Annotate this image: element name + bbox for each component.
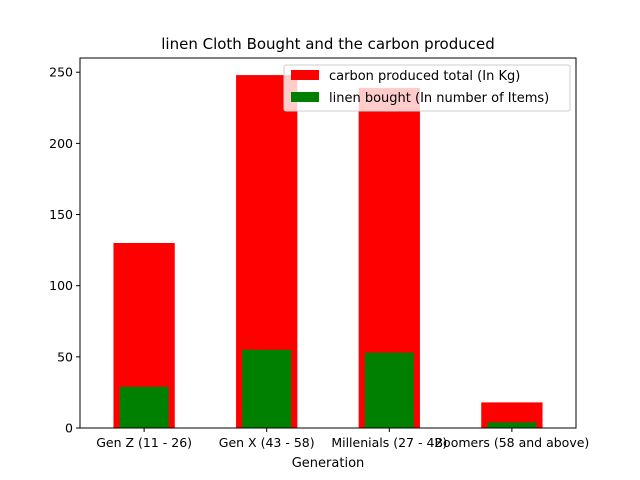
y-tick-label-3: 150 (49, 207, 73, 222)
legend-label-carbon: carbon produced total (In Kg) (329, 69, 520, 84)
legend-swatch-carbon (291, 70, 319, 80)
bar-linen-2 (364, 352, 414, 428)
x-tick-label-2: Millenials (27 - 42) (331, 435, 447, 450)
x-tick-label-3: Boomers (58 and above) (434, 435, 589, 450)
bars-layer (113, 75, 543, 429)
plot-frame (79, 57, 577, 429)
legend-label-linen: linen bought (In number of Items) (329, 91, 549, 106)
legend: carbon produced total (In Kg) linen boug… (283, 64, 571, 112)
y-tick-label-2: 100 (49, 278, 73, 293)
x-tick-label-1: Gen X (43 - 58) (219, 435, 315, 450)
bar-linen-1 (242, 349, 292, 428)
x-axis-label: Generation (292, 456, 365, 471)
legend-box (283, 64, 571, 112)
axes-layer: 0 50 100 150 200 250 Gen Z (11 - 26) Gen X (43 … (49, 57, 589, 450)
legend-swatch-linen (291, 92, 319, 102)
chart-title: linen Cloth Bought and the carbon produc… (161, 35, 495, 53)
bar-linen-3 (487, 422, 537, 428)
y-tick-label-1: 50 (57, 349, 73, 364)
bar-linen-0 (119, 386, 169, 428)
y-tick-label-0: 0 (65, 421, 73, 436)
y-tick-label-5: 250 (49, 65, 73, 80)
y-tick-label-4: 200 (49, 136, 73, 151)
x-tick-label-0: Gen Z (11 - 26) (96, 435, 192, 450)
